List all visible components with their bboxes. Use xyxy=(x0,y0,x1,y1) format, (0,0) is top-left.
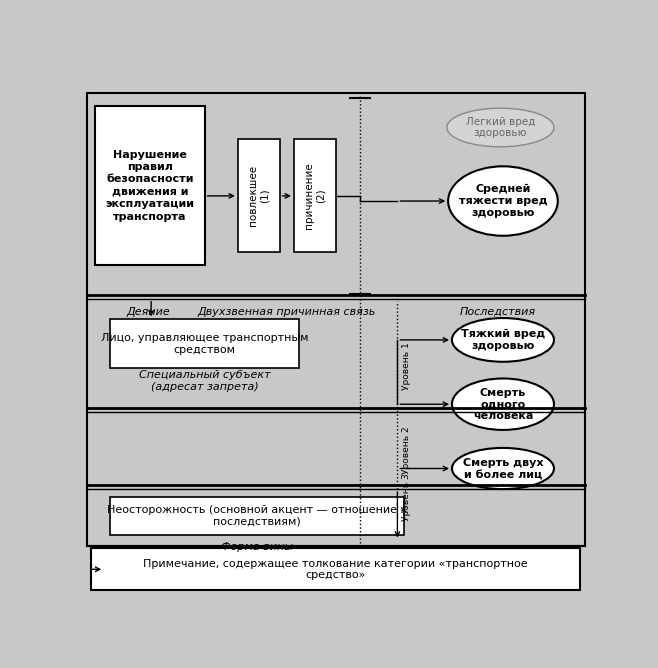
Text: причинение
(2): причинение (2) xyxy=(304,162,326,229)
Text: Специальный субъект
(адресат запрета): Специальный субъект (адресат запрета) xyxy=(139,370,270,392)
Ellipse shape xyxy=(447,108,554,147)
Text: Уровень 3: Уровень 3 xyxy=(402,473,411,520)
Text: Лицо, управляющее транспортным
средством: Лицо, управляющее транспортным средством xyxy=(101,333,309,355)
Bar xyxy=(111,497,403,535)
Bar xyxy=(88,299,584,412)
Ellipse shape xyxy=(448,166,558,236)
Text: Неосторожность (основной акцент — отношение к
последствиям): Неосторожность (основной акцент — отноше… xyxy=(107,505,407,527)
Text: Двухзвенная причинная связь: Двухзвенная причинная связь xyxy=(197,307,375,317)
Bar xyxy=(95,106,205,265)
Text: Последствия: Последствия xyxy=(460,307,536,317)
Ellipse shape xyxy=(452,379,554,430)
Bar xyxy=(88,489,584,546)
Bar xyxy=(88,93,584,299)
Text: Смерть
одного
человека: Смерть одного человека xyxy=(472,387,533,421)
Text: Деяние: Деяние xyxy=(127,307,170,317)
Bar xyxy=(294,140,336,253)
Ellipse shape xyxy=(452,448,554,489)
Bar xyxy=(238,140,280,253)
Text: Примечание, содержащее толкование категории «транспортное
средство»: Примечание, содержащее толкование катего… xyxy=(143,558,528,580)
Bar xyxy=(91,548,580,591)
Text: Уровень 2: Уровень 2 xyxy=(402,427,411,474)
Text: Легкий вред
здоровью: Легкий вред здоровью xyxy=(466,117,535,138)
Text: Форма вины: Форма вины xyxy=(221,542,293,552)
Text: Средней
тяжести вред
здоровью: Средней тяжести вред здоровью xyxy=(459,184,547,218)
Text: Смерть двух
и более лиц: Смерть двух и более лиц xyxy=(463,458,544,480)
Text: Уровень 1: Уровень 1 xyxy=(402,342,411,389)
Bar xyxy=(88,412,584,489)
Bar xyxy=(88,93,584,546)
Ellipse shape xyxy=(452,318,554,362)
Text: Нарушение
правил
безопасности
движения и
эксплуатации
транспорта: Нарушение правил безопасности движения и… xyxy=(105,150,194,222)
Text: Тяжкий вред
здоровью: Тяжкий вред здоровью xyxy=(461,329,545,351)
Bar xyxy=(111,319,299,368)
Text: повлекшее
(1): повлекшее (1) xyxy=(248,165,270,226)
